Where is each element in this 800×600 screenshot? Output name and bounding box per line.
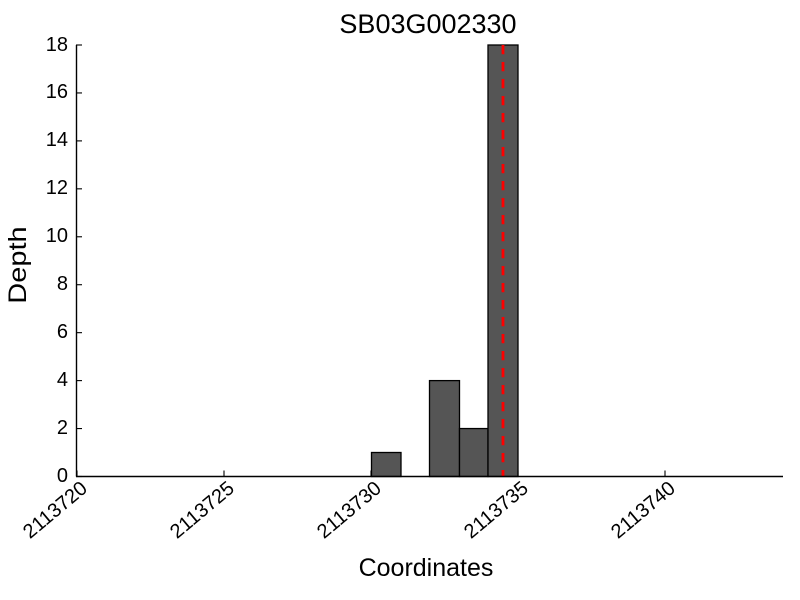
svg-text:10: 10 [46, 225, 68, 247]
svg-text:14: 14 [46, 129, 68, 151]
svg-text:8: 8 [57, 273, 68, 295]
svg-text:Depth: Depth [4, 226, 31, 303]
svg-text:4: 4 [57, 369, 68, 391]
svg-text:SB03G002330: SB03G002330 [339, 9, 516, 39]
svg-text:18: 18 [46, 34, 68, 56]
svg-text:6: 6 [57, 321, 68, 343]
svg-text:0: 0 [57, 465, 68, 487]
svg-text:12: 12 [46, 177, 68, 199]
svg-text:2: 2 [57, 417, 68, 439]
svg-text:16: 16 [46, 81, 68, 103]
svg-text:Coordinates: Coordinates [359, 554, 494, 582]
